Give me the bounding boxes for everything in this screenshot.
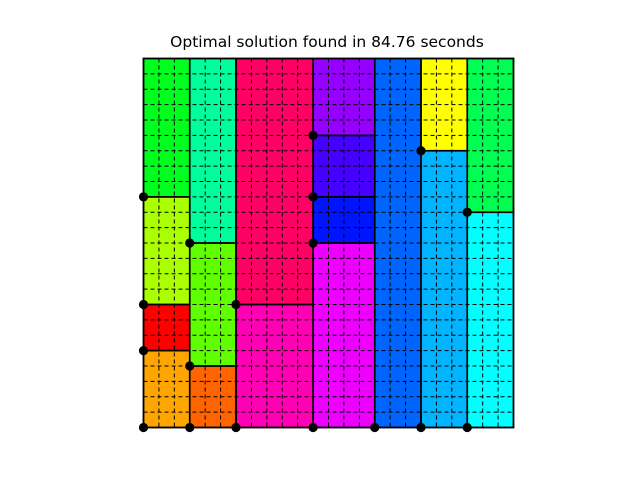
corner-point — [308, 192, 318, 202]
corner-point — [462, 207, 472, 217]
corner-point — [416, 422, 426, 433]
rectangle-outlines-layer — [142, 57, 515, 429]
corner-points-layer — [138, 130, 472, 433]
corner-point — [185, 238, 195, 248]
corner-point — [138, 299, 149, 310]
corner-point — [416, 146, 426, 156]
rectangle-r9 — [236, 304, 314, 428]
corner-point — [138, 346, 149, 356]
rectangle-r8 — [236, 58, 314, 305]
corner-point — [185, 361, 195, 371]
corner-point — [231, 422, 241, 433]
rectangle-r2 — [143, 196, 190, 305]
corner-point — [308, 238, 318, 248]
rectangle-r3 — [143, 304, 190, 351]
corner-point — [231, 299, 241, 310]
corner-point — [185, 422, 195, 433]
chart-title: Optimal solution found in 84.76 seconds — [170, 33, 484, 51]
corner-point — [308, 130, 318, 140]
plot-border — [142, 57, 515, 429]
corner-point — [138, 422, 149, 433]
corner-point — [370, 422, 380, 433]
corner-point — [308, 422, 318, 433]
corner-point — [138, 192, 149, 202]
rectangle-r4 — [143, 350, 190, 428]
corner-point — [462, 422, 472, 433]
rectangle-r1 — [143, 58, 190, 197]
